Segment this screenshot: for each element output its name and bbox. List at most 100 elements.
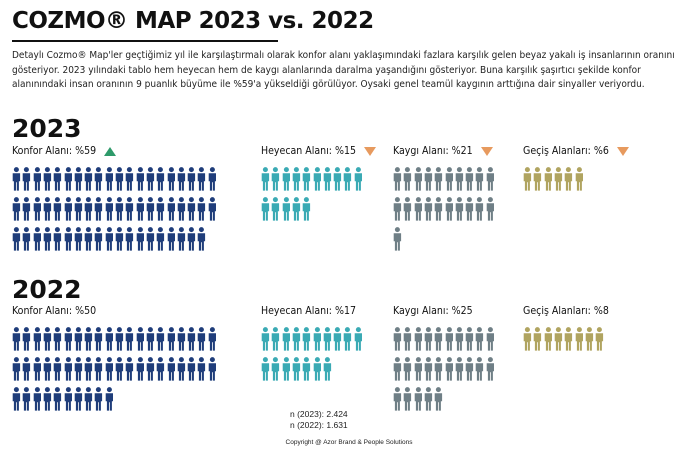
person-icon [564,167,573,191]
title-underline [12,40,278,42]
person-icon [292,357,300,381]
person-mark [64,357,73,381]
person-mark [187,167,196,191]
person-icon [282,357,290,381]
person-icon [95,167,103,191]
person-mark [167,327,176,351]
person-icon [403,357,412,381]
person-icon [74,197,82,221]
person-icon [271,197,280,221]
person-mark [197,167,206,191]
category-label-text: Konfor Alanı: %50 [12,305,97,317]
person-mark [533,167,542,191]
person-icon [476,197,484,221]
person-mark [475,167,484,191]
person-icon [486,357,494,381]
person-icon [554,327,562,351]
person-mark [533,327,542,351]
copyright: Copyright @ Azor Brand & People Solution… [285,439,413,446]
person-icon [554,167,562,191]
person-icon [43,167,51,191]
person-icon [64,167,72,191]
person-icon [344,327,352,351]
person-mark [333,327,342,351]
person-mark [403,327,412,351]
person-icon [282,197,290,221]
person-mark [323,327,332,351]
person-mark [554,167,563,191]
person-mark [74,357,83,381]
person-mark [12,227,21,251]
person-mark [354,167,363,191]
person-icon [282,327,290,351]
person-icon [476,357,484,381]
person-icon [33,327,41,351]
person-icon [208,357,216,381]
person-mark [261,167,270,191]
person-mark [434,387,443,411]
person-mark [486,197,495,221]
person-mark [393,387,402,411]
person-mark [177,357,186,381]
sample-size-2023: n (2023): 2.424 [290,409,348,419]
category-label-text: Kaygı Alanı: %25 [393,305,473,317]
person-icon [12,227,21,251]
person-icon [64,357,72,381]
person-mark [271,357,280,381]
person-icon [198,167,206,191]
person-mark [403,197,412,221]
person-icon [323,167,331,191]
person-icon [12,167,21,191]
person-icon [43,327,51,351]
person-mark [271,167,280,191]
person-icon [564,327,573,351]
person-mark [343,167,352,191]
person-icon [302,357,311,381]
person-mark [74,327,83,351]
person-mark [105,357,114,381]
category-label-kaygi-2022: Kaygı Alanı: %25 [393,305,473,317]
person-icon [261,357,270,381]
category-label-konfor-2023: Konfor Alanı: %59 [12,145,117,157]
person-mark [313,357,322,381]
person-icon [313,357,321,381]
person-mark [136,227,145,251]
person-mark [33,227,42,251]
person-mark [187,357,196,381]
person-mark [125,327,134,351]
person-icon [292,327,300,351]
person-icon [84,167,93,191]
person-mark [146,357,155,381]
person-icon [22,357,31,381]
person-mark [208,197,217,221]
person-icon [167,167,175,191]
person-icon [43,227,51,251]
person-mark [177,227,186,251]
person-mark [282,197,291,221]
person-icon [84,197,93,221]
person-mark [393,197,402,221]
person-mark [22,387,31,411]
person-mark [22,227,31,251]
person-mark [105,327,114,351]
person-icon [125,327,134,351]
person-mark [475,327,484,351]
person-mark [167,357,176,381]
category-label-text: Kaygı Alanı: %21 [393,145,473,157]
person-icon [333,327,342,351]
person-icon [95,357,103,381]
person-icon [105,387,113,411]
person-icon [575,167,583,191]
person-icon [292,197,300,221]
person-mark [156,327,165,351]
person-mark [64,197,73,221]
person-icon [261,327,270,351]
person-icon [95,227,103,251]
person-icon [105,197,113,221]
person-mark [177,167,186,191]
person-mark [136,357,145,381]
person-icon [424,357,432,381]
person-icon [523,327,532,351]
person-mark [33,327,42,351]
person-mark [403,167,412,191]
